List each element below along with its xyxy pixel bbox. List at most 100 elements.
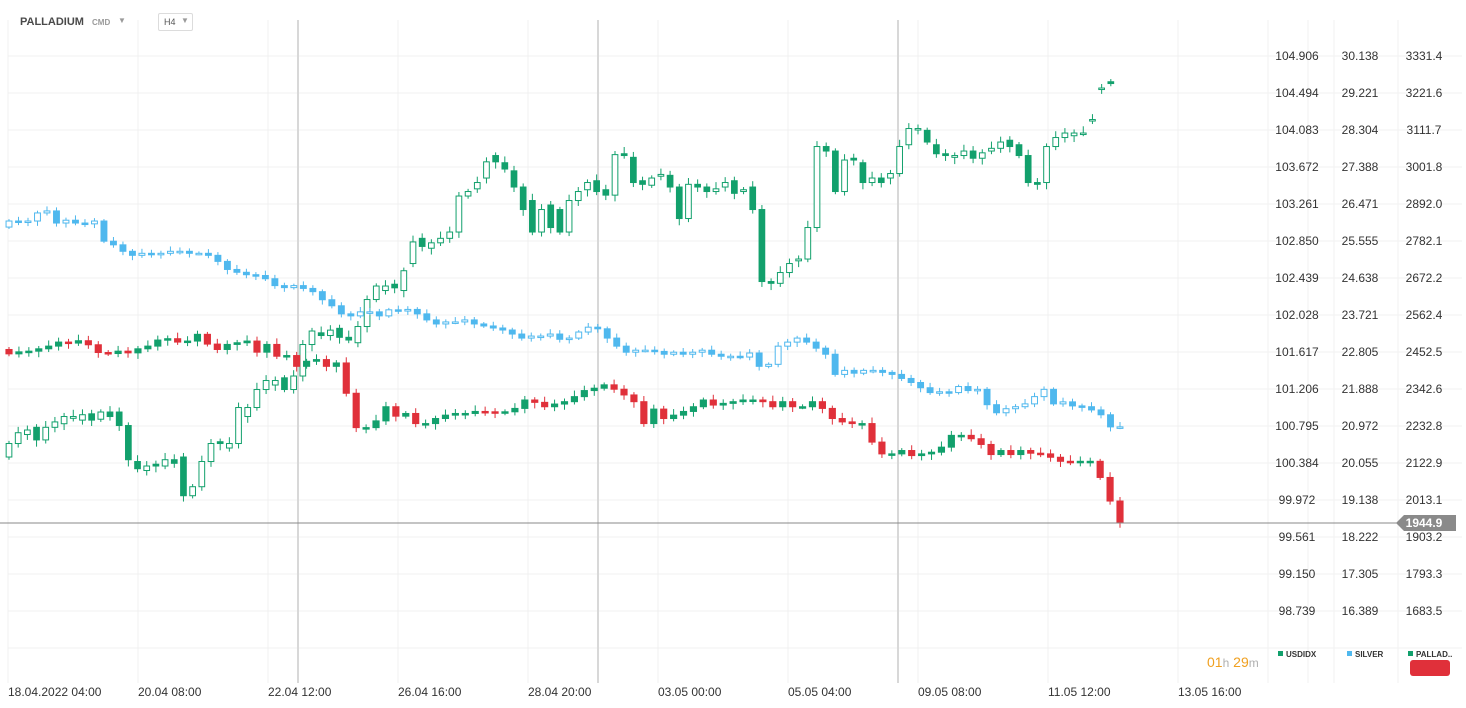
axis-tick-label: 25.555 [1342, 234, 1379, 248]
usdidx-candle-body [988, 147, 995, 152]
usdidx-candle-body [189, 486, 196, 497]
silver-candle-body [907, 377, 915, 383]
axis-tick-label: 19.138 [1342, 493, 1379, 507]
usdidx-candle-body [933, 144, 940, 155]
axis-tick-label: 98.739 [1279, 604, 1316, 618]
silver-candle-body [1078, 405, 1086, 408]
usdidx-candle-body [1070, 132, 1078, 137]
silver-candle-body [955, 386, 963, 394]
usdidx-candle-body [758, 209, 766, 283]
usdidx-candle-body [951, 155, 959, 158]
axis-tick-label: 16.389 [1342, 604, 1379, 618]
palladium-candle-body [828, 407, 836, 420]
palladium-candle-body [898, 450, 906, 455]
axis-tick-label: 102.028 [1275, 308, 1319, 322]
legend-label: USDIDX [1286, 650, 1317, 659]
palladium-candle-body [957, 434, 965, 438]
silver-candle-body [1021, 403, 1029, 408]
axis-tick-label: 99.561 [1279, 530, 1316, 544]
usdidx-candle-body [721, 182, 729, 188]
symbol-name[interactable]: PALLADIUM [20, 16, 84, 28]
palladium-candle-body [422, 423, 430, 426]
palladium-candle-body [610, 384, 618, 390]
usdidx-candle-body [14, 432, 22, 445]
axis-tick-label: 2452.5 [1406, 345, 1443, 359]
legend-swatch [1408, 651, 1413, 656]
palladium-candle-body [312, 359, 321, 362]
palladium-candle-body [501, 411, 509, 414]
x-tick-label: 09.05 08:00 [918, 685, 982, 699]
palladium-candle-body [372, 420, 380, 429]
axis-tick-label: 104.494 [1275, 86, 1319, 100]
usdidx-candle-body [822, 146, 830, 152]
silver-candle-body [299, 285, 307, 289]
x-tick-label: 28.04 20:00 [528, 685, 592, 699]
usdidx-candle-body [914, 128, 922, 131]
usdidx-candle-body [42, 426, 50, 441]
palladium-candle-body [570, 396, 578, 403]
usdidx-candle-body [510, 170, 518, 188]
silver-candle-body [679, 351, 687, 355]
palladium-candle-body [45, 345, 53, 350]
silver-candle-body [632, 349, 640, 353]
usdidx-candle-body [997, 141, 1004, 149]
timer-hours: 01 [1207, 654, 1223, 670]
usdidx-candle-body [125, 425, 132, 461]
palladium-candle-body [203, 333, 211, 345]
silver-candle-body [888, 371, 896, 375]
silver-candle-body [138, 252, 146, 256]
silver-candle-body [318, 291, 326, 301]
silver-candle-body [290, 285, 298, 289]
usdidx-candle-body [483, 161, 490, 179]
usdidx-candle-body [887, 173, 894, 179]
legend-swatch [1278, 651, 1283, 656]
usdidx-candle-body [161, 459, 169, 467]
axis-tick-label: 103.672 [1275, 160, 1319, 174]
palladium-candle-body [352, 392, 360, 429]
axis-tick-label: 20.055 [1342, 456, 1379, 470]
silver-candle-body [1088, 406, 1095, 411]
axis-tick-label: 100.795 [1275, 419, 1319, 433]
palladium-candle-body [183, 340, 192, 344]
usdidx-candle-body [923, 129, 931, 143]
market-label: CMD [92, 18, 111, 27]
silver-candle-body [24, 220, 32, 224]
usdidx-candle-body [143, 465, 151, 472]
silver-candle-body [15, 220, 22, 224]
silver-candle-body [233, 268, 241, 273]
usdidx-candle-body [1107, 81, 1115, 85]
legend-label: PALLAD.. [1416, 650, 1452, 659]
silver-candle-body [214, 254, 222, 262]
silver-candle-body [565, 337, 573, 341]
usdidx-candle-body [620, 153, 628, 157]
palladium-candle-body [1037, 452, 1045, 456]
silver-candle-body [147, 252, 155, 256]
timeframe-select[interactable]: H4 ▼ [158, 13, 193, 31]
silver-candle-body [499, 327, 507, 331]
silver-candle-body [898, 373, 906, 379]
silver-candle-body [660, 350, 668, 355]
palladium-candle-body [670, 414, 678, 420]
usdidx-candle-body [519, 186, 527, 211]
silver-candle-body [527, 335, 535, 339]
chevron-down-icon[interactable]: ▼ [118, 16, 126, 25]
palladium-candle-body [1076, 460, 1084, 464]
palladium-candle-body [729, 401, 737, 404]
axis-tick-label: 2672.2 [1406, 271, 1443, 285]
x-tick-label: 13.05 16:00 [1178, 685, 1242, 699]
current-price-tag [1396, 514, 1456, 531]
usdidx-candle-body [5, 443, 13, 458]
silver-candle-body [860, 369, 868, 374]
usdidx-candle-body [492, 155, 499, 163]
palladium-candle-body [15, 351, 23, 355]
palladium-candle-body [1046, 453, 1055, 458]
usdidx-candle-body [1052, 137, 1060, 148]
usdidx-candle-body [694, 183, 701, 188]
palladium-candle-body [689, 406, 698, 412]
palladium-candle-body [967, 434, 975, 440]
axis-tick-label: 2232.8 [1406, 419, 1443, 433]
axis-tick-label: 3221.6 [1406, 86, 1443, 100]
palladium-candle-body [164, 338, 172, 341]
usdidx-candle-body [703, 186, 711, 193]
